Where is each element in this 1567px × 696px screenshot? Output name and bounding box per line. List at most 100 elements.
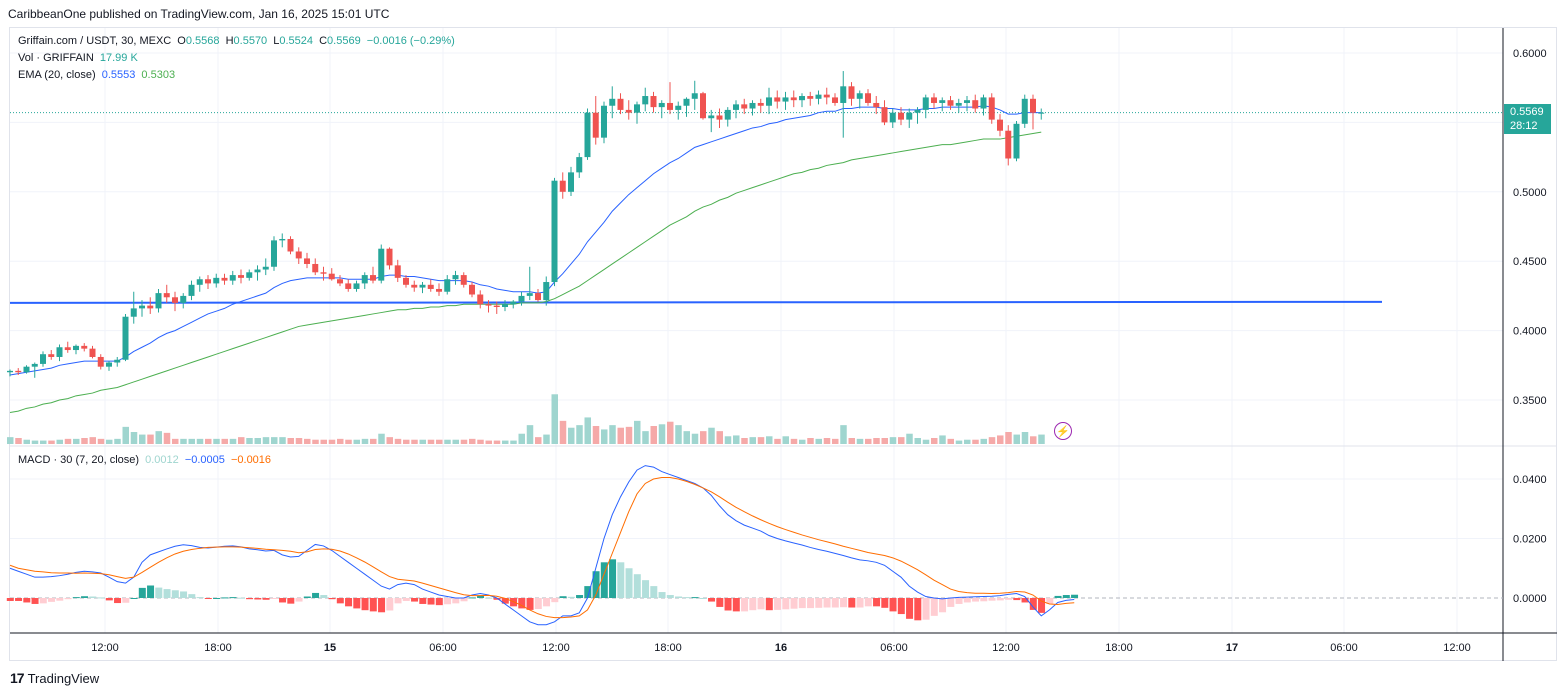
candle bbox=[774, 90, 781, 109]
macd-hist-bar bbox=[988, 598, 996, 601]
candle-body bbox=[840, 86, 847, 103]
macd-hist-bar bbox=[188, 594, 196, 598]
chart-frame[interactable] bbox=[9, 27, 1557, 661]
candle bbox=[700, 91, 706, 120]
volume-bar bbox=[295, 438, 303, 444]
macd-hist-bar bbox=[468, 597, 476, 599]
tv-logo-icon: 17 bbox=[10, 670, 25, 686]
macd-hist-bar bbox=[493, 598, 501, 600]
macd-hist-bar bbox=[617, 562, 625, 598]
volume-bar bbox=[15, 438, 22, 444]
volume-bar bbox=[31, 440, 39, 444]
volume-bar bbox=[403, 439, 410, 444]
pane-separators bbox=[10, 28, 1557, 661]
tv-logo-text: TradingView bbox=[27, 670, 100, 686]
macd-hist-bar bbox=[518, 598, 526, 609]
candle-body bbox=[172, 297, 178, 303]
macd-hist-bar bbox=[996, 598, 1004, 601]
macd-line-path bbox=[9, 465, 1075, 626]
volume-bar bbox=[766, 436, 773, 444]
candle bbox=[1030, 94, 1036, 130]
candle-body bbox=[436, 288, 442, 292]
macd-hist-bar bbox=[650, 586, 658, 598]
candle bbox=[526, 266, 533, 301]
price-tick-label: 0.3500 bbox=[1513, 395, 1547, 407]
lightning-icon[interactable]: ⚡ bbox=[1054, 422, 1072, 440]
macd-hist-bar bbox=[196, 597, 204, 599]
volume-bar bbox=[774, 438, 781, 444]
candle bbox=[658, 100, 665, 119]
macd-hist-bar bbox=[1046, 598, 1054, 604]
candle-body bbox=[452, 275, 459, 280]
candle bbox=[939, 97, 946, 112]
macd-hist-bar bbox=[666, 595, 674, 598]
macd-hist-bar bbox=[147, 585, 155, 598]
macd-label[interactable]: MACD · 30 (7, 20, close) bbox=[18, 454, 140, 466]
macd-hist-bar bbox=[31, 598, 39, 604]
volume-bar bbox=[733, 435, 740, 444]
candle bbox=[163, 284, 170, 303]
candle-body bbox=[155, 293, 162, 309]
candle bbox=[865, 89, 871, 106]
macd-hist-bar bbox=[642, 580, 650, 598]
volume-label[interactable]: Vol · GRIFFAIN bbox=[18, 52, 94, 64]
candle bbox=[518, 291, 525, 306]
volume-bar bbox=[700, 431, 707, 444]
candle bbox=[81, 343, 88, 352]
volume-bar bbox=[716, 431, 723, 444]
volume-bar bbox=[939, 435, 946, 444]
candle bbox=[1005, 125, 1012, 166]
volume-bar bbox=[510, 440, 517, 444]
macd-hist-bar bbox=[114, 598, 122, 604]
volume-bar bbox=[964, 439, 971, 444]
candle-body bbox=[964, 100, 970, 103]
symbol-label[interactable]: Griffain.com / USDT, 30, MEXC bbox=[18, 35, 172, 47]
publish-caption: CaribbeanOne published on TradingView.co… bbox=[8, 7, 390, 21]
open-label: O bbox=[177, 35, 186, 47]
ema-fast-line bbox=[9, 105, 1042, 376]
candle-body bbox=[609, 98, 616, 106]
candle bbox=[304, 252, 310, 269]
macd-hist-bar bbox=[402, 598, 410, 601]
candle bbox=[807, 91, 814, 106]
time-tick-label: 18:00 bbox=[654, 642, 682, 654]
candle-body bbox=[865, 93, 871, 103]
volume-bar bbox=[23, 439, 30, 444]
candle bbox=[337, 275, 343, 287]
candle-body bbox=[304, 258, 310, 264]
volume-bar bbox=[427, 439, 435, 444]
volume-bar bbox=[551, 394, 558, 444]
macd-hist-bar bbox=[625, 568, 633, 598]
macd-hist-bar bbox=[97, 597, 105, 599]
macd-hist-bar bbox=[353, 598, 361, 609]
price-tick-label: 0.4500 bbox=[1513, 256, 1547, 268]
macd-hist-bar bbox=[543, 598, 551, 607]
volume-bar bbox=[73, 438, 80, 444]
candle-body bbox=[799, 96, 805, 101]
macd-signal-value: −0.0016 bbox=[230, 454, 272, 466]
candle-body bbox=[180, 295, 187, 303]
macd-hist-bar bbox=[741, 598, 749, 612]
candle-body bbox=[40, 354, 46, 364]
candle bbox=[502, 300, 508, 312]
volume-bar bbox=[543, 434, 550, 444]
ema-label[interactable]: EMA (20, close) bbox=[18, 69, 96, 81]
tradingview-logo[interactable]: 17 TradingView bbox=[10, 670, 99, 686]
volume-bar bbox=[749, 437, 756, 444]
candle bbox=[881, 100, 888, 126]
macd-hist-bar bbox=[1013, 598, 1021, 601]
volume-bar bbox=[345, 439, 352, 444]
volume-bar bbox=[147, 434, 154, 444]
candle bbox=[898, 107, 904, 126]
candle-body bbox=[97, 356, 104, 367]
macd-hist-bar bbox=[56, 598, 64, 601]
candle-body bbox=[790, 97, 797, 101]
candle-body bbox=[980, 97, 987, 109]
ema-slow-path bbox=[9, 131, 1042, 413]
candle bbox=[510, 300, 517, 309]
volume-bar bbox=[865, 438, 872, 444]
candle-body bbox=[312, 263, 319, 273]
candle bbox=[328, 268, 335, 281]
candle-body bbox=[625, 109, 632, 113]
